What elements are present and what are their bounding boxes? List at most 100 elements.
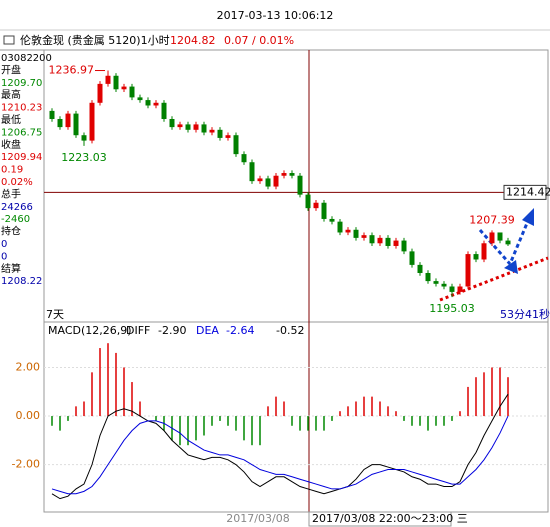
side-text: 0 [1, 239, 7, 250]
side-text: 1206.75 [1, 127, 42, 138]
side-text: 1208.22 [1, 276, 42, 287]
side-text: -2460 [1, 214, 30, 225]
arrow-head [504, 260, 518, 274]
side-text: 最低 [1, 113, 21, 126]
x-cursor-box [308, 511, 452, 527]
candle-body [281, 173, 287, 176]
diff-value: -2.90 [158, 324, 186, 337]
candle-body [73, 113, 79, 136]
price-change: 0.07 / 0.01% [224, 34, 294, 47]
side-text: 03082200 [1, 53, 52, 64]
candle-body [433, 281, 439, 284]
candle-body [345, 229, 351, 233]
dea-value: -2.64 [226, 324, 254, 337]
candle-body [369, 235, 375, 244]
macd-title: MACD(12,26,9) [48, 324, 132, 337]
candle-body [129, 86, 135, 98]
candle-body [217, 129, 223, 138]
candle-body [305, 194, 311, 209]
candle-body [97, 83, 103, 103]
candle-body [201, 124, 207, 133]
candle-body [449, 286, 455, 292]
candle-body [457, 286, 463, 292]
macd-line [51, 393, 509, 500]
candle-body [465, 254, 471, 287]
candle-body [385, 237, 391, 246]
datetime: 2017-03-13 10:06:12 [217, 9, 334, 22]
candle-body [225, 135, 231, 138]
candle-body [441, 283, 447, 287]
x-label: 2017/03/08 [226, 512, 289, 525]
candle-body [145, 100, 151, 106]
candle-body [377, 237, 383, 244]
candle-body [297, 175, 303, 195]
period-label: 7天 [46, 308, 64, 321]
diff-legend: DIFF [126, 324, 150, 337]
candle-body [89, 102, 95, 141]
candle-body [473, 254, 479, 260]
crosshair-price: 1214.42 [506, 185, 550, 198]
icon[interactable] [3, 35, 15, 45]
candle-body [313, 202, 319, 209]
candle-body [265, 178, 271, 187]
instrument-title: 伦敦金现 (贵金属 5120)1小时 [20, 33, 170, 47]
candle-body [481, 243, 487, 260]
candle-body [489, 232, 495, 244]
candle-body [401, 240, 407, 252]
candle-body [505, 240, 511, 245]
x-cursor-label: 2017/03/08 22:00～23:00 三 [312, 512, 468, 525]
candle-body [249, 162, 255, 182]
candle-body [185, 124, 191, 130]
candle-body [425, 272, 431, 282]
price-box [503, 184, 547, 200]
candle-body [49, 110, 55, 119]
side-text: 1209.94 [1, 152, 42, 163]
side-text: 结算 [1, 262, 21, 275]
candle-body [497, 232, 503, 241]
candle-body [121, 86, 127, 90]
candle-body [361, 235, 367, 238]
candle-body [137, 97, 143, 101]
candle-body [169, 119, 175, 128]
candle-body [329, 218, 335, 222]
candle-body [177, 124, 183, 128]
side-text: 0.19 [1, 165, 23, 176]
price-annotation: 1207.39 [469, 213, 515, 226]
price-annotation: 1236.97 [49, 64, 95, 77]
side-text: 0.02% [1, 177, 33, 188]
candle-body [161, 102, 167, 119]
candle-body [409, 251, 415, 265]
side-text: 总手 [1, 187, 21, 200]
candle-body [113, 75, 119, 90]
candle-body [257, 178, 263, 182]
side-text: 24266 [1, 202, 33, 213]
candle-body [289, 173, 295, 176]
candle-body [393, 240, 399, 246]
chart-frame [43, 49, 549, 513]
countdown: 53分41秒 [500, 307, 550, 321]
macd-value: -0.52 [276, 324, 304, 337]
dea-legend: DEA [196, 324, 219, 337]
macd-line [51, 415, 509, 495]
trend-line [439, 256, 549, 302]
side-text: 最高 [1, 88, 21, 101]
side-text: 0 [1, 251, 7, 262]
arrow-head [522, 208, 534, 226]
candle-body [337, 221, 343, 233]
side-text: 1210.23 [1, 103, 42, 114]
candle-body [105, 75, 111, 84]
y-tick-label: 2.00 [16, 360, 41, 373]
y-tick-label: 0.00 [16, 409, 41, 422]
price-annotation: 1223.03 [61, 151, 107, 164]
candle-body [81, 135, 87, 141]
candle-body [273, 175, 279, 187]
candle-body [193, 124, 199, 130]
candle-body [321, 202, 327, 219]
candle-body [241, 154, 247, 163]
candle-body [417, 264, 423, 273]
side-text: 持仓 [1, 225, 21, 238]
candle-body [65, 113, 71, 128]
